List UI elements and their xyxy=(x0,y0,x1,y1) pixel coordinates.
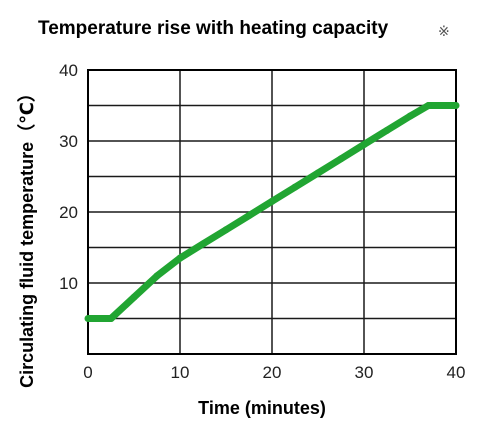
y-tick-label: 20 xyxy=(59,203,78,222)
data-point xyxy=(176,254,184,262)
y-axis-label: Circulating fluid temperature（℃） xyxy=(17,84,37,388)
tick-labels: 0 10 20 30 40 10 20 30 40 xyxy=(59,61,465,382)
data-point xyxy=(424,102,432,109)
data-point xyxy=(130,293,138,301)
y-tick-label: 30 xyxy=(59,132,78,151)
x-tick-label: 10 xyxy=(171,363,190,382)
data-point xyxy=(245,212,253,220)
data-point xyxy=(222,226,230,234)
data-point xyxy=(360,141,368,149)
data-point xyxy=(406,112,414,120)
data-point xyxy=(268,197,276,205)
y-tick-label: 10 xyxy=(59,274,78,293)
x-axis-label: Time (minutes) xyxy=(198,398,326,418)
title-mark: ※ xyxy=(438,24,450,40)
chart-title: Temperature rise with heating capacity xyxy=(38,18,389,39)
data-point xyxy=(199,240,207,248)
data-point xyxy=(383,126,391,134)
data-point xyxy=(314,169,322,177)
data-point xyxy=(337,155,345,163)
grid xyxy=(88,70,456,354)
data-point xyxy=(452,102,460,109)
data-point xyxy=(107,315,115,322)
plot-frame xyxy=(87,69,457,355)
data-point xyxy=(84,315,92,322)
x-tick-label: 30 xyxy=(355,363,374,382)
data-point xyxy=(153,272,161,280)
x-tick-label: 40 xyxy=(447,363,466,382)
series-layer xyxy=(84,102,460,322)
x-tick-label: 0 xyxy=(83,363,92,382)
y-tick-label: 40 xyxy=(59,61,78,80)
data-point xyxy=(291,183,299,191)
x-tick-label: 20 xyxy=(263,363,282,382)
